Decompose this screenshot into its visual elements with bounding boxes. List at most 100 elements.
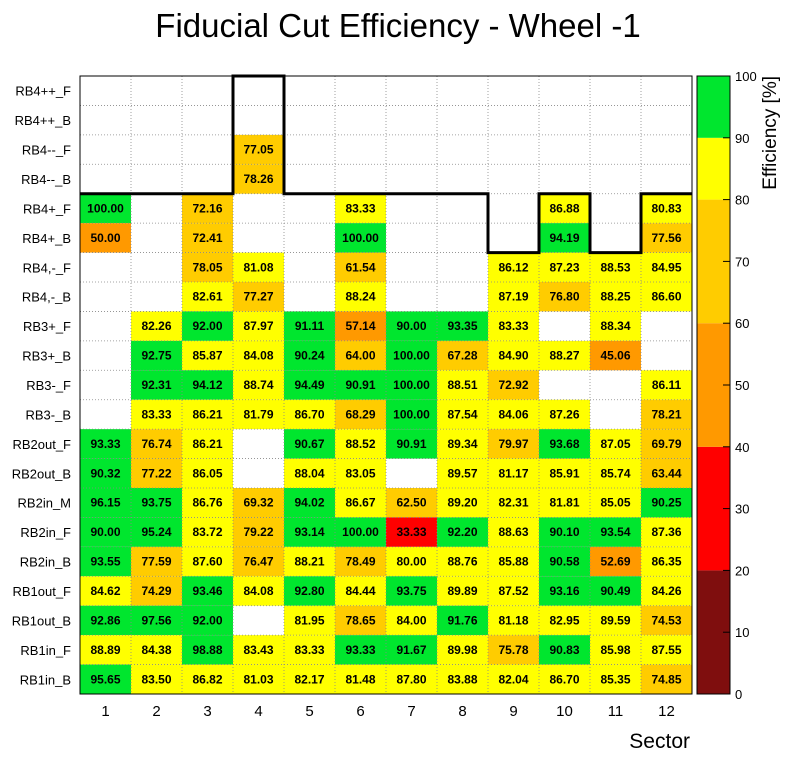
heatmap-cell [488, 458, 539, 488]
heatmap-cell [386, 340, 437, 371]
heatmap-cell [284, 458, 335, 488]
cell-value-label: 50.00 [90, 231, 120, 245]
cell-value-label: 81.03 [243, 672, 273, 686]
cell-value-label: 75.78 [498, 643, 528, 657]
y-tick-label: RB1in_F [20, 643, 71, 658]
cell-value-label: 72.16 [192, 201, 222, 215]
color-scale-tick-label: 10 [735, 625, 749, 640]
y-tick-label: RB2in_M [18, 496, 71, 511]
heatmap-cell [182, 193, 233, 224]
heatmap-cell [131, 605, 182, 636]
heatmap-cell [539, 399, 590, 430]
cell-value-label: 92.86 [90, 613, 120, 627]
heatmap-cell [335, 399, 386, 430]
heatmap-cell [131, 370, 182, 400]
heatmap-cell [233, 164, 284, 194]
cell-value-label: 80.00 [396, 555, 426, 569]
cell-value-label: 86.35 [651, 555, 681, 569]
heatmap-cell [284, 517, 335, 547]
y-tick-label: RB4--_B [21, 172, 71, 187]
color-scale-band [697, 76, 730, 138]
cell-value-label: 87.05 [600, 437, 630, 451]
cell-value-label: 78.26 [243, 172, 273, 186]
cell-value-label: 78.65 [345, 613, 375, 627]
x-tick-label: 5 [305, 703, 313, 720]
cell-value-label: 94.49 [294, 378, 324, 392]
cell-value-label: 88.74 [243, 378, 273, 392]
heatmap-cell [437, 458, 488, 488]
heatmap-cell [80, 488, 131, 518]
cell-value-label: 57.14 [345, 319, 375, 333]
cell-value-label: 86.21 [192, 407, 222, 421]
cell-value-label: 93.75 [141, 496, 171, 510]
cell-value-label: 84.00 [396, 613, 426, 627]
cell-value-label: 84.95 [651, 260, 681, 274]
heatmap-cell [80, 635, 131, 665]
heatmap-cell [437, 546, 488, 577]
heatmap-cell [590, 311, 641, 341]
cell-value-label: 88.34 [600, 319, 630, 333]
cell-value-label: 87.80 [396, 672, 426, 686]
cell-value-label: 64.00 [345, 349, 375, 363]
heatmap-cell [131, 458, 182, 488]
heatmap-cell [386, 370, 437, 400]
heatmap-cell [386, 664, 437, 694]
heatmap-cell [80, 605, 131, 636]
cell-value-label: 92.00 [192, 613, 222, 627]
heatmap-cell [131, 576, 182, 606]
heatmap-cell [386, 576, 437, 606]
cell-value-label: 81.81 [549, 496, 579, 510]
cell-value-label: 87.55 [651, 643, 681, 657]
heatmap-cell [437, 605, 488, 636]
cell-value-label: 88.89 [90, 643, 120, 657]
heatmap-cell [233, 311, 284, 341]
cell-value-label: 88.63 [498, 525, 528, 539]
cell-value-label: 87.54 [447, 407, 477, 421]
heatmap-cell [131, 399, 182, 430]
cell-value-label: 93.68 [549, 437, 579, 451]
cell-value-label: 84.26 [651, 584, 681, 598]
heatmap-cell [284, 370, 335, 400]
color-scale: 0 10 20 30 40 50 60 70 80 90 100 [696, 69, 757, 702]
cell-value-label: 88.76 [447, 555, 477, 569]
cell-value-label: 92.80 [294, 584, 324, 598]
y-tick-label: RB4+_B [22, 231, 71, 246]
cell-value-label: 84.06 [498, 407, 528, 421]
heatmap-cell [233, 370, 284, 400]
cell-value-label: 86.82 [192, 672, 222, 686]
cell-value-label: 78.21 [651, 407, 681, 421]
cell-value-label: 96.15 [90, 496, 120, 510]
heatmap-cell [488, 429, 539, 459]
cell-value-label: 87.60 [192, 555, 222, 569]
heatmap-cell [437, 429, 488, 459]
heatmap-cell [539, 193, 590, 224]
color-scale-band [697, 137, 730, 200]
cell-value-label: 93.33 [90, 437, 120, 451]
heatmap-cell [182, 458, 233, 488]
cell-value-label: 92.00 [192, 319, 222, 333]
cell-value-label: 90.10 [549, 525, 579, 539]
cell-value-label: 87.97 [243, 319, 273, 333]
cell-value-label: 45.06 [600, 349, 630, 363]
cell-value-label: 84.38 [141, 643, 171, 657]
cell-value-label: 93.54 [600, 525, 630, 539]
heatmap-cell [182, 429, 233, 459]
cell-value-label: 82.04 [498, 672, 528, 686]
cell-value-label: 69.79 [651, 437, 681, 451]
cell-value-label: 87.52 [498, 584, 528, 598]
heatmap-cell [488, 546, 539, 577]
cell-value-label: 88.25 [600, 290, 630, 304]
cell-value-label: 90.24 [294, 349, 324, 363]
heatmap-cell [80, 664, 131, 694]
heatmap-cell [131, 546, 182, 577]
heatmap-cell [590, 605, 641, 636]
heatmap-cell [386, 605, 437, 636]
cell-value-label: 98.88 [192, 643, 222, 657]
heatmap-cell [80, 576, 131, 606]
heatmap-cell [284, 429, 335, 459]
y-tick-label: RB1out_B [12, 613, 71, 628]
heatmap-cells [80, 134, 692, 694]
heatmap-cell [539, 517, 590, 547]
heatmap-cell [641, 635, 692, 665]
